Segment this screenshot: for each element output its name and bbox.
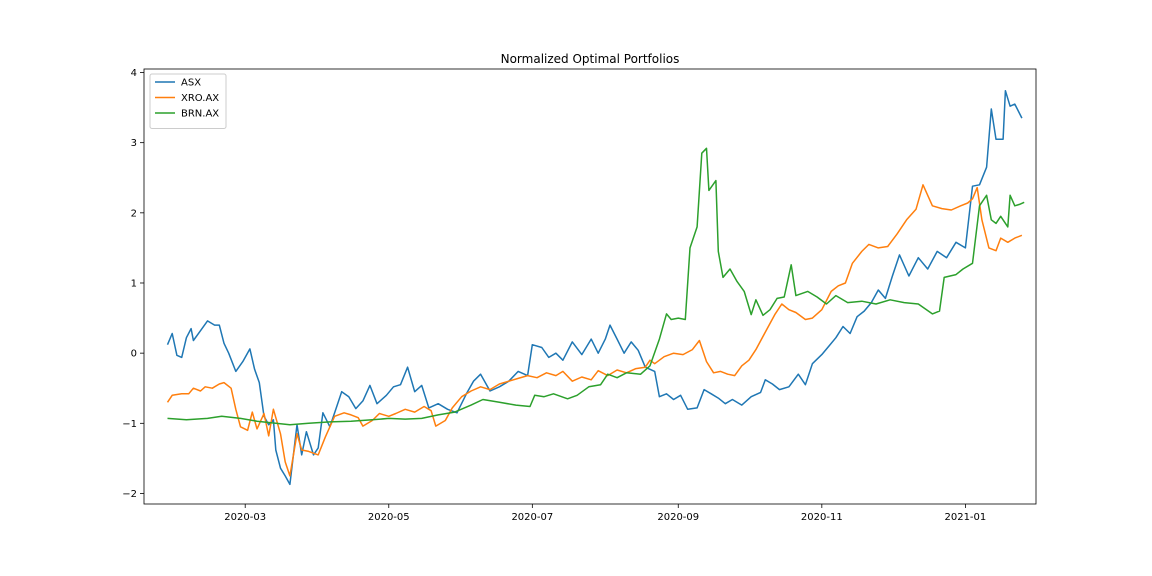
x-tick-label: 2020-07 xyxy=(511,512,553,523)
x-tick-label: 2020-11 xyxy=(801,512,843,523)
x-tick-label: 2020-09 xyxy=(657,512,699,523)
x-tick-label: 2020-03 xyxy=(224,512,266,523)
y-tick-label: 4 xyxy=(131,68,137,79)
y-tick-label: −1 xyxy=(122,419,137,430)
legend-label: XRO.AX xyxy=(181,93,219,104)
plot-frame xyxy=(143,68,1037,505)
legend: ASX XRO.AX BRN.AX xyxy=(149,73,227,129)
y-axis: 4 3 2 1 0 −1 −2 xyxy=(122,68,144,500)
y-tick-label: −2 xyxy=(122,489,137,500)
y-tick-label: 2 xyxy=(131,208,137,219)
x-tick-label: 2021-01 xyxy=(944,512,986,523)
series-line-xro-ax xyxy=(166,184,1023,477)
y-tick-label: 1 xyxy=(131,278,137,289)
legend-label: ASX xyxy=(181,78,201,89)
chart-title: Normalized Optimal Portfolios xyxy=(501,52,680,66)
series-line-asx xyxy=(166,89,1023,486)
series-line-brn-ax xyxy=(167,147,1025,426)
y-tick-label: 3 xyxy=(131,138,137,149)
legend-label: BRN.AX xyxy=(181,109,219,120)
legend-box xyxy=(149,73,227,129)
y-tick-label: 0 xyxy=(131,349,137,360)
plot-area xyxy=(166,89,1025,486)
x-axis: 2020-03 2020-05 2020-07 2020-09 2020-11 2021-… xyxy=(224,504,986,523)
x-tick-label: 2020-05 xyxy=(368,512,410,523)
